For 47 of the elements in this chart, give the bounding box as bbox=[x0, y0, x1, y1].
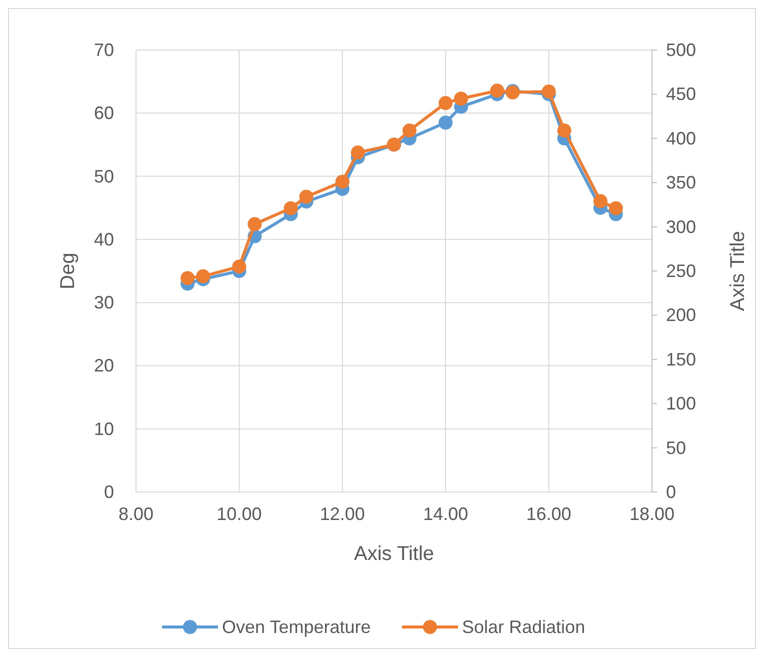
point bbox=[490, 84, 504, 98]
point bbox=[593, 194, 608, 208]
point bbox=[608, 201, 623, 216]
x-tick-label: 14.00 bbox=[423, 504, 468, 524]
y-tick-label: 60 bbox=[94, 103, 114, 124]
point bbox=[232, 260, 246, 274]
point bbox=[350, 146, 365, 160]
point bbox=[402, 123, 416, 138]
y2-tick-label: 350 bbox=[666, 172, 696, 193]
y2-tick-label: 200 bbox=[666, 305, 696, 326]
y2-axis-title: Axis Title bbox=[727, 230, 749, 312]
y-axis-title: Deg bbox=[57, 252, 79, 290]
x-tick-label: 16.00 bbox=[526, 504, 572, 524]
y2-tick-label: 50 bbox=[666, 438, 686, 458]
y-tick-label: 10 bbox=[94, 418, 114, 439]
x-axis-title: Axis Title bbox=[354, 543, 434, 565]
y2-tick-label: 500 bbox=[666, 40, 696, 60]
y-tick-label: 20 bbox=[94, 356, 114, 376]
y2-tick-label: 250 bbox=[666, 261, 696, 281]
point bbox=[335, 174, 350, 189]
x-tick-label: 18.00 bbox=[629, 504, 675, 524]
y2-tick-label: 450 bbox=[666, 84, 696, 104]
point bbox=[196, 269, 210, 284]
y2-tick-label: 150 bbox=[666, 349, 696, 370]
y2-tick-label: 400 bbox=[666, 128, 696, 148]
point bbox=[438, 116, 453, 130]
legend-label: Oven Temperature bbox=[222, 617, 371, 637]
x-tick-label: 12.00 bbox=[320, 504, 365, 524]
point bbox=[542, 84, 556, 99]
y2-tick-label: 100 bbox=[666, 394, 696, 414]
y-tick-label: 70 bbox=[94, 40, 114, 60]
point bbox=[284, 201, 298, 216]
point bbox=[299, 190, 314, 204]
x-tick-label: 10.00 bbox=[216, 504, 262, 524]
point bbox=[180, 271, 195, 286]
y-tick-label: 0 bbox=[104, 482, 114, 502]
legend-label: Solar Radiation bbox=[462, 617, 586, 637]
point bbox=[248, 217, 262, 232]
point bbox=[438, 96, 453, 110]
y-tick-label: 50 bbox=[94, 166, 114, 186]
point bbox=[454, 92, 468, 106]
y-tick-label: 40 bbox=[94, 229, 114, 250]
point bbox=[557, 123, 572, 138]
x-tick-label: 8.00 bbox=[118, 504, 154, 524]
y-tick-label: 30 bbox=[94, 292, 114, 313]
y2-tick-label: 0 bbox=[666, 482, 676, 502]
y2-tick-label: 300 bbox=[666, 216, 696, 237]
